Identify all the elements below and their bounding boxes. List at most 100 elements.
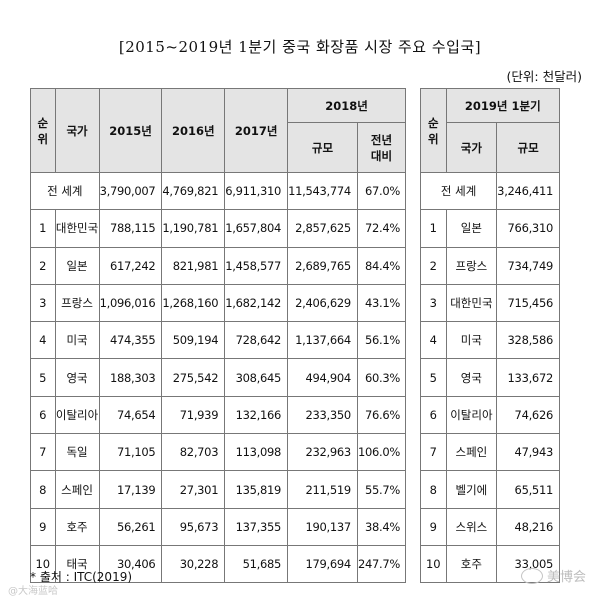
- value-2015: 56,261: [98, 507, 163, 546]
- value-2018: 2,857,625: [287, 209, 358, 248]
- yoy-cell: 55.7%: [356, 470, 407, 509]
- value-2015: 617,242: [98, 246, 163, 285]
- rank-cell: 3: [420, 283, 447, 323]
- country-cell: 호주: [54, 507, 100, 546]
- rank-cell: 1: [420, 209, 447, 248]
- value-2017: 1,682,142: [224, 283, 289, 323]
- world-2018: 11,543,774: [287, 171, 358, 211]
- watermark-right: 美博会: [520, 566, 586, 585]
- value-2017: 51,685: [224, 544, 289, 584]
- value-2015: 474,355: [98, 321, 163, 360]
- value-2016: 275,542: [161, 358, 226, 397]
- header-country: 국가: [445, 122, 498, 173]
- value-2015: 1,096,016: [98, 283, 163, 323]
- value-2016: 95,673: [161, 507, 226, 546]
- rank-cell: 4: [420, 321, 447, 360]
- value-2017: 308,645: [224, 358, 289, 397]
- country-cell: 스위스: [445, 507, 498, 546]
- value-2015: 74,654: [98, 395, 163, 435]
- value-cell: 766,310: [496, 209, 560, 248]
- country-cell: 스페인: [54, 470, 100, 509]
- value-2017: 1,458,577: [224, 246, 289, 285]
- header-2018-scale: 규모: [287, 122, 358, 173]
- rank-cell: 8: [420, 470, 447, 509]
- value-cell: 734,749: [496, 246, 560, 285]
- header-rank: 순 위: [30, 88, 56, 173]
- yoy-cell: 60.3%: [356, 358, 407, 397]
- table-row: 9 스위스 48,216: [420, 507, 560, 546]
- table-row: 1 대한민국 788,115 1,190,781 1,657,804 2,857,625 7…: [30, 209, 407, 248]
- country-cell: 태국: [54, 544, 100, 584]
- value-2015: 17,139: [98, 470, 163, 509]
- rank-cell: 5: [30, 358, 56, 397]
- country-cell: 영국: [445, 358, 498, 397]
- header-2016: 2016년: [161, 88, 226, 173]
- header-2018-yoy: 전년 대비: [356, 122, 407, 173]
- rank-cell: 3: [30, 283, 56, 323]
- world-2015: 3,790,007: [98, 171, 163, 211]
- header-2017: 2017년: [224, 88, 289, 173]
- table-row: 10 태국 30,406 30,228 51,685 179,694 247.7%: [30, 544, 407, 584]
- unit-label: (단위: 천달러): [506, 69, 582, 84]
- header-rank: 순 위: [420, 88, 447, 173]
- value-cell: 715,456: [496, 283, 560, 323]
- table-row: 5 영국 188,303 275,542 308,645 494,904 60.3%: [30, 358, 407, 397]
- world-label: 전 세계: [419, 171, 498, 211]
- value-2017: 132,166: [224, 395, 289, 435]
- table-row: 6 이탈리아 74,626: [420, 395, 560, 435]
- rank-cell: 6: [420, 395, 447, 435]
- value-2018: 211,519: [287, 470, 358, 509]
- world-value: 3,246,411: [496, 171, 560, 211]
- table-row: 2 프랑스 734,749: [420, 246, 560, 285]
- value-2018: 233,350: [287, 395, 358, 435]
- country-cell: 스페인: [445, 433, 498, 472]
- watermark-right-text: 美博会: [546, 570, 586, 585]
- world-label: 전 세계: [30, 171, 100, 211]
- table-row: 9 호주 56,261 95,673 137,355 190,137 38.4%: [30, 507, 407, 546]
- value-2017: 137,355: [224, 507, 289, 546]
- value-2017: 135,819: [224, 470, 289, 509]
- country-cell: 대한민국: [445, 283, 498, 323]
- value-2018: 494,904: [287, 358, 358, 397]
- value-2016: 27,301: [161, 470, 226, 509]
- table-row-world: 전 세계 3,790,007 4,769,821 6,911,310 11,54…: [30, 171, 407, 211]
- value-cell: 133,672: [496, 358, 560, 397]
- table-row: 10 호주 33,005: [420, 544, 560, 584]
- value-2017: 728,642: [224, 321, 289, 360]
- header-2018: 2018년: [287, 88, 406, 123]
- value-2018: 2,406,629: [287, 283, 358, 323]
- rank-cell: 8: [30, 470, 56, 509]
- rank-cell: 7: [30, 433, 56, 472]
- yoy-cell: 72.4%: [356, 209, 407, 248]
- header-2015: 2015년: [98, 88, 163, 173]
- country-cell: 호주: [445, 544, 498, 584]
- table-row: 1 일본 766,310: [420, 209, 560, 248]
- value-2015: 71,105: [98, 433, 163, 472]
- table-row: 3 프랑스 1,096,016 1,268,160 1,682,142 2,406,629…: [30, 283, 407, 323]
- value-cell: 74,626: [496, 395, 560, 435]
- yoy-cell: 247.7%: [356, 544, 407, 584]
- table-row: 6 이탈리아 74,654 71,939 132,166 233,350 76.6%: [30, 395, 407, 435]
- header-scale: 규모: [496, 122, 560, 173]
- country-cell: 프랑스: [445, 246, 498, 285]
- value-cell: 48,216: [496, 507, 560, 546]
- yoy-cell: 38.4%: [356, 507, 407, 546]
- yoy-cell: 106.0%: [356, 433, 407, 472]
- rank-cell: 10: [420, 544, 447, 584]
- source-note: * 출처 : ITC(2019): [30, 570, 133, 584]
- wechat-icon: [520, 567, 543, 584]
- value-2018: 179,694: [287, 544, 358, 584]
- value-cell: 65,511: [496, 470, 560, 509]
- world-2016: 4,769,821: [161, 171, 226, 211]
- table-row-world: 전 세계 3,246,411: [419, 171, 560, 211]
- country-cell: 벨기에: [445, 470, 498, 509]
- table-row: 2 일본 617,242 821,981 1,458,577 2,689,765 84.4%: [30, 246, 407, 285]
- header-2019-q1: 2019년 1분기: [445, 88, 561, 123]
- value-2015: 30,406: [98, 544, 163, 584]
- value-cell: 328,586: [496, 321, 560, 360]
- value-2018: 232,963: [287, 433, 358, 472]
- rank-cell: 6: [30, 395, 56, 435]
- rank-cell: 5: [420, 358, 447, 397]
- value-cell: 47,943: [496, 433, 560, 472]
- import-table-2015-2018: 순 위 국가 2015년 2016년 2017년 2018년 규모 전년 대비 …: [30, 88, 407, 584]
